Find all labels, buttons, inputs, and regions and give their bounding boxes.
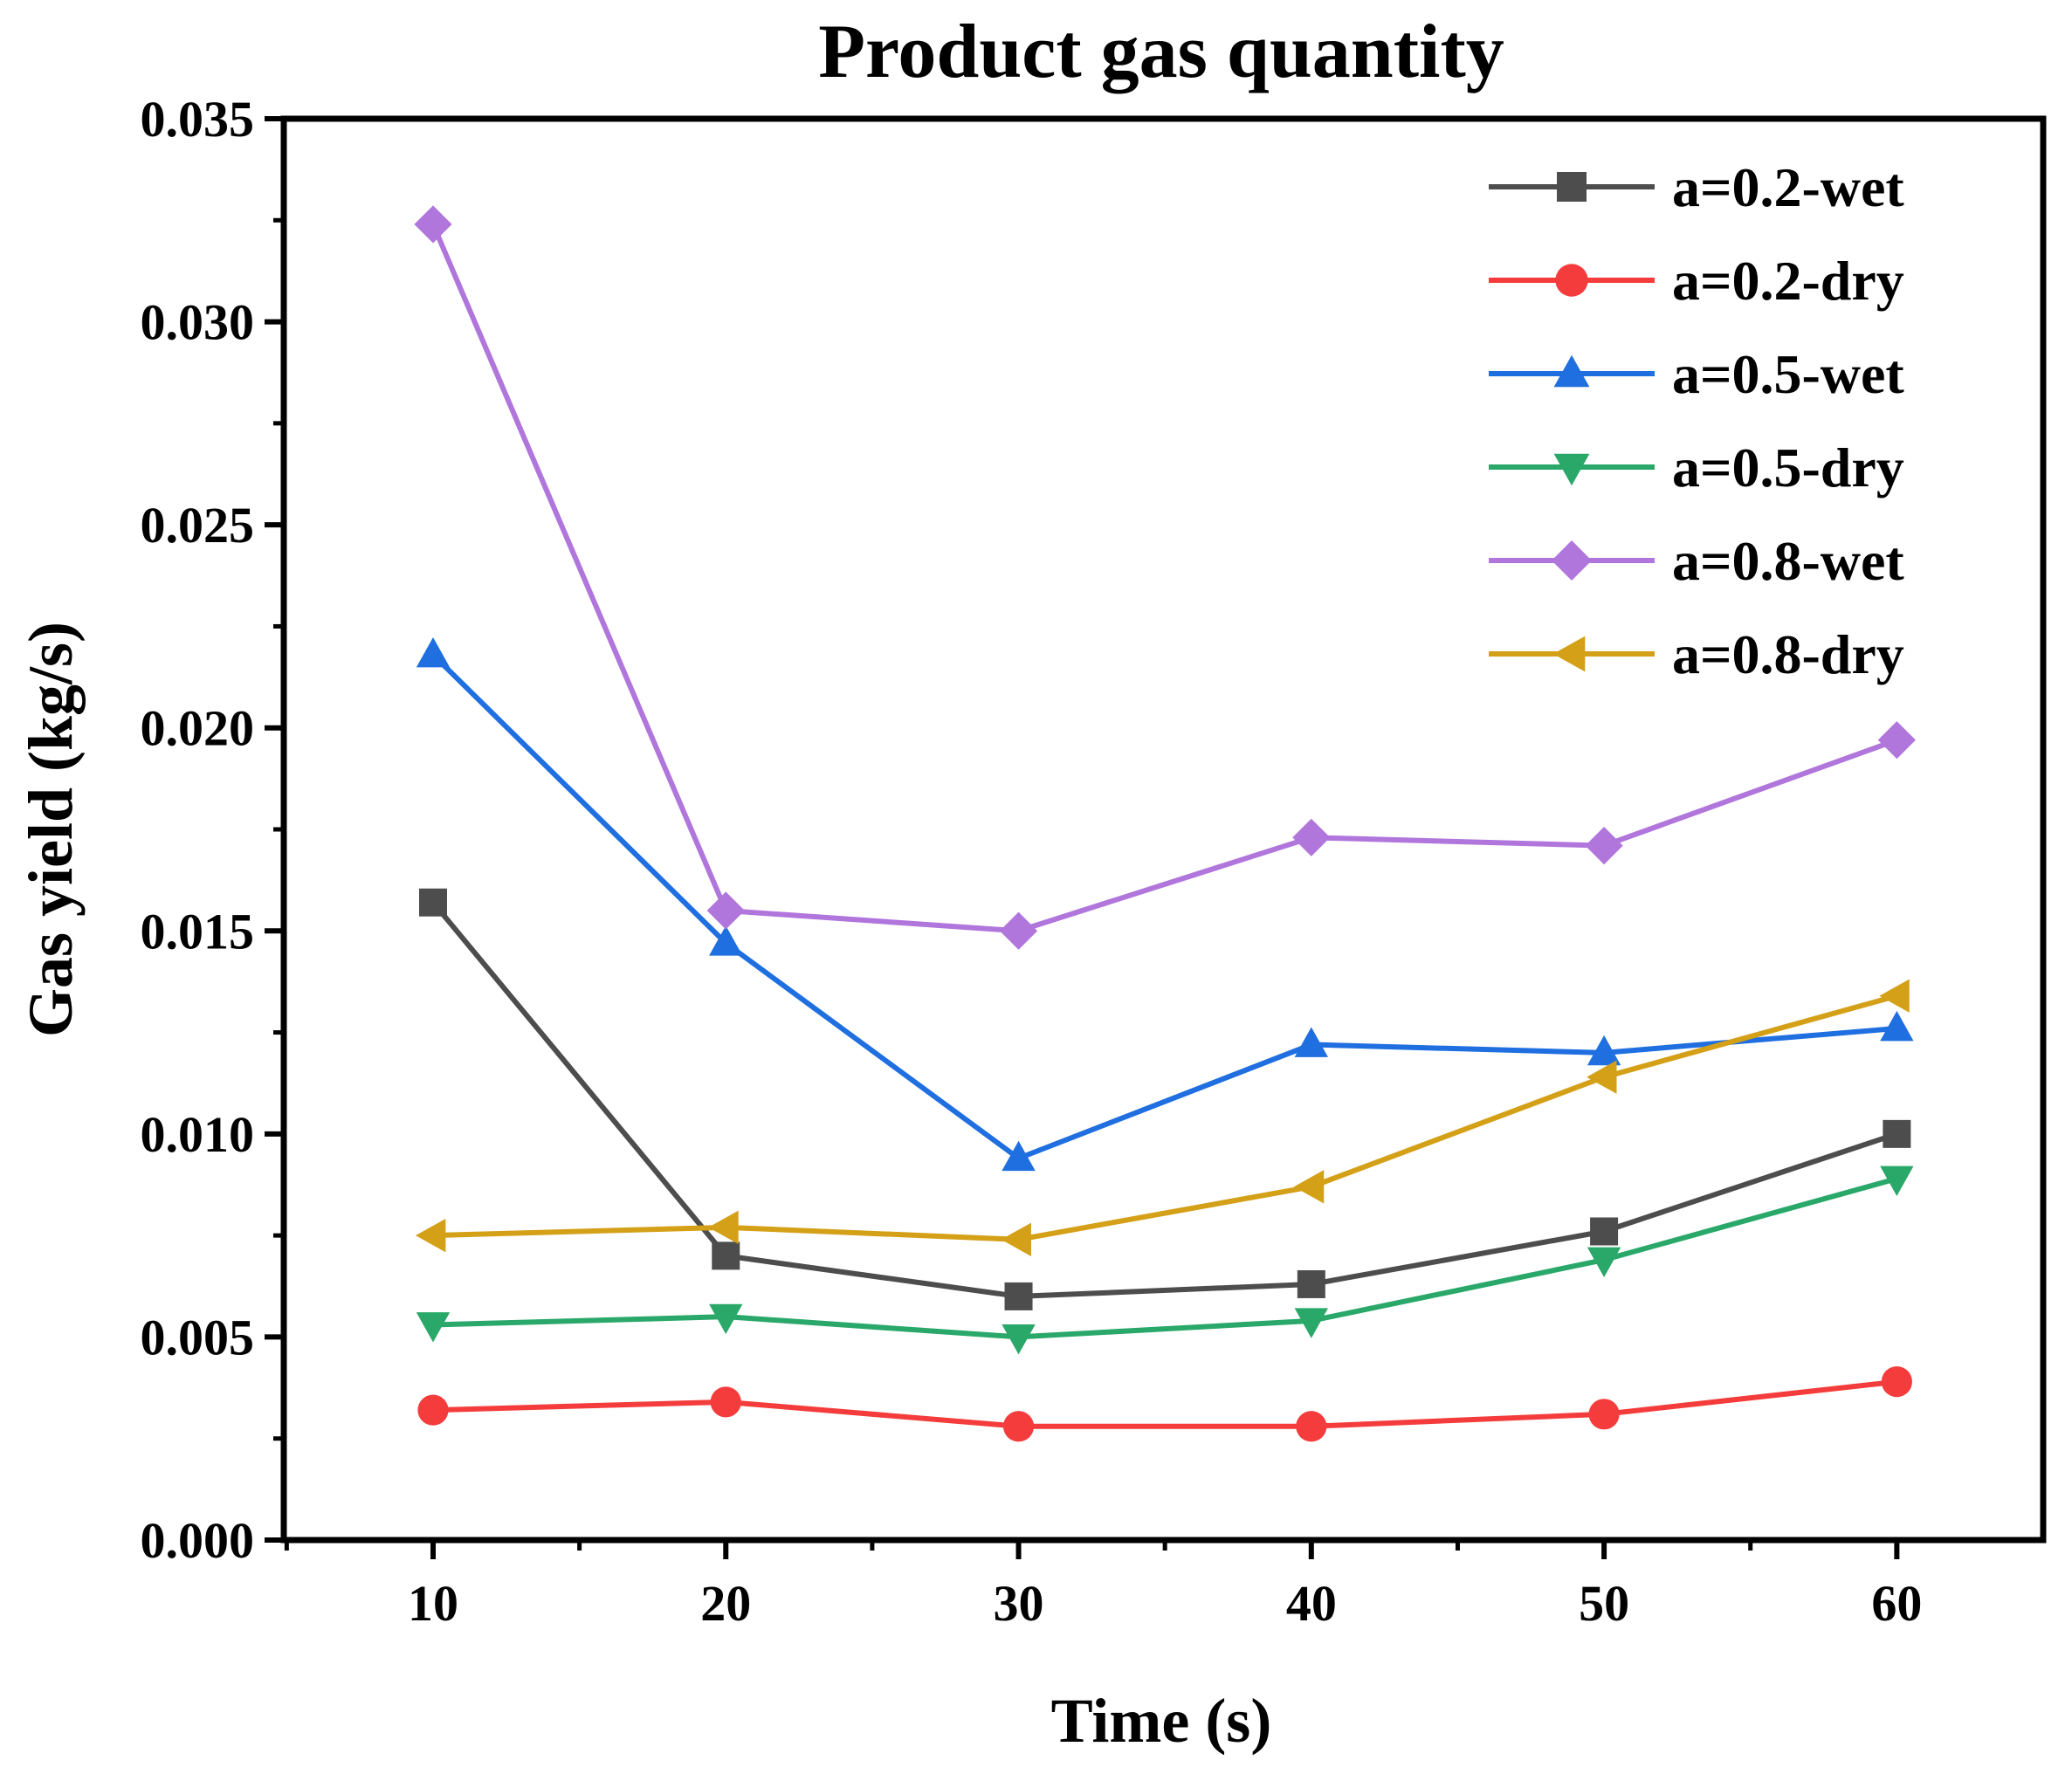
data-point (709, 925, 743, 956)
y-tick-label: 0.025 (141, 497, 255, 554)
chart-title: Product gas quantity (818, 10, 1504, 94)
series-a=0.2-dry (417, 1365, 1912, 1442)
x-tick-label: 10 (408, 1575, 458, 1632)
y-axis-ticks: 0.000 0.005 0.010 0.015 0.020 0.025 0.030 0.035 (141, 91, 284, 1569)
data-point (706, 891, 745, 930)
data-point (708, 1210, 739, 1245)
data-point (709, 1303, 743, 1335)
legend-marker (1557, 172, 1587, 202)
data-point (416, 1312, 451, 1343)
legend-item: a=0.5-wet (1489, 343, 1904, 405)
y-tick-label: 0.020 (141, 700, 255, 757)
y-tick-label: 0.015 (141, 903, 255, 959)
data-point (710, 1386, 741, 1418)
legend-label: a=0.5-dry (1672, 437, 1904, 499)
legend-marker (1552, 636, 1586, 672)
data-point (1001, 1222, 1031, 1256)
data-point (1292, 818, 1331, 856)
x-tick-label: 50 (1579, 1575, 1629, 1632)
data-point (1002, 1140, 1036, 1172)
legend: a=0.2-wet a=0.2-dry a=0.5-wet a=0.5-dry a=0.… (1489, 156, 1904, 685)
series-line (430, 900, 1898, 1299)
series-a=0.5-dry (416, 1166, 1914, 1355)
data-point (415, 1218, 446, 1253)
series-line (432, 1176, 1898, 1340)
legend-label: a=0.5-wet (1672, 343, 1904, 405)
legend-label: a=0.8-wet (1672, 530, 1904, 592)
legend-label: a=0.8-dry (1672, 623, 1904, 685)
series-line (430, 652, 1897, 1161)
data-point (1585, 827, 1623, 865)
y-tick-label: 0.030 (141, 294, 255, 351)
series-line (430, 223, 1898, 934)
data-point (1294, 1027, 1329, 1057)
y-tick-label: 0.010 (141, 1106, 255, 1163)
legend-item: a=0.5-dry (1489, 437, 1904, 499)
data-point (1880, 1010, 1914, 1042)
data-point (1587, 1035, 1621, 1066)
data-point (999, 911, 1038, 950)
data-point (1590, 1217, 1619, 1246)
series-line (432, 993, 1898, 1242)
data-point (1877, 721, 1916, 760)
series-a=0.5-wet (416, 636, 1914, 1172)
data-point (1883, 1119, 1911, 1148)
y-tick-label: 0.000 (141, 1512, 255, 1569)
data-point (1881, 1365, 1912, 1398)
data-point (1004, 1282, 1033, 1310)
data-point (1293, 1170, 1325, 1204)
legend-marker (1553, 354, 1590, 388)
data-point (1588, 1399, 1620, 1430)
data-point (1879, 979, 1910, 1013)
data-point (1002, 1324, 1036, 1355)
legend-item: a=0.8-wet (1489, 530, 1904, 592)
x-tick-label: 40 (1286, 1575, 1337, 1632)
series-layer (414, 205, 1916, 1442)
x-axis-ticks: 10 20 30 40 50 60 (284, 1540, 1922, 1632)
data-point (1587, 1247, 1621, 1278)
legend-item: a=0.2-wet (1489, 156, 1904, 218)
data-point (416, 636, 451, 668)
x-axis-label: Time (s) (1051, 1686, 1272, 1756)
y-tick-label: 0.035 (141, 91, 255, 148)
legend-item: a=0.2-dry (1489, 250, 1904, 312)
legend-marker (1555, 264, 1588, 297)
y-tick-label: 0.005 (141, 1309, 255, 1365)
data-point (417, 1394, 449, 1426)
y-axis-label: Gas yield (kg/s) (16, 622, 86, 1037)
data-point (418, 888, 447, 917)
data-point (1587, 1060, 1617, 1094)
legend-marker (1552, 540, 1592, 581)
data-point (1297, 1269, 1325, 1298)
legend-label: a=0.2-dry (1672, 250, 1904, 312)
data-point (1296, 1411, 1327, 1442)
series-a=0.8-wet (414, 205, 1916, 950)
legend-item: a=0.8-dry (1489, 623, 1904, 685)
legend-marker (1553, 453, 1590, 486)
data-point (1880, 1166, 1914, 1197)
data-point (712, 1241, 740, 1270)
x-tick-label: 30 (994, 1575, 1044, 1632)
series-a=0.2-wet (418, 888, 1911, 1310)
data-point (1002, 1411, 1035, 1442)
x-tick-label: 20 (700, 1575, 751, 1632)
series-a=0.8-dry (415, 979, 1910, 1256)
data-point (414, 205, 452, 244)
x-tick-label: 60 (1871, 1575, 1922, 1632)
data-point (1294, 1308, 1329, 1338)
series-line (432, 1379, 1897, 1429)
legend-label: a=0.2-wet (1672, 156, 1904, 218)
